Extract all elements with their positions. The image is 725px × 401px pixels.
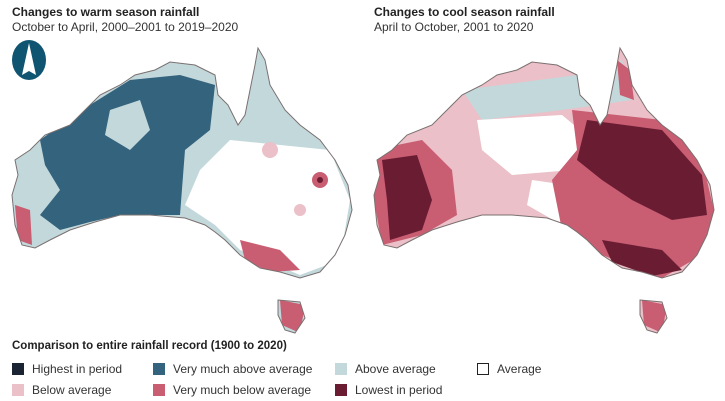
- legend-item-very-much-above: Very much above average: [153, 362, 312, 376]
- legend-title: Comparison to entire rainfall record (19…: [12, 340, 287, 352]
- legend-label: Above average: [355, 362, 436, 376]
- cool-map-title: Changes to cool season rainfall: [374, 5, 555, 19]
- legend-swatch: [335, 384, 347, 396]
- legend-item-average: Average: [477, 362, 541, 376]
- maps-svg: [11, 40, 715, 334]
- legend-item-very-much-below: Very much below average: [153, 383, 311, 397]
- legend-swatch: [153, 363, 165, 375]
- legend-item-highest: Highest in period: [12, 362, 122, 376]
- legend-label: Very much above average: [173, 362, 313, 376]
- legend-label: Lowest in period: [355, 383, 443, 397]
- cool-season-map: [373, 47, 715, 334]
- legend-item-above: Above average: [335, 362, 436, 376]
- warm-season-map: [11, 47, 353, 334]
- legend-swatch: [335, 363, 347, 375]
- legend-label: Very much below average: [173, 383, 312, 397]
- cool-map-subtitle: April to October, 2001 to 2020: [374, 20, 534, 34]
- legend-item-below: Below average: [12, 383, 111, 397]
- legend-swatch: [477, 363, 489, 375]
- legend-item-lowest: Lowest in period: [335, 383, 442, 397]
- warm-map-subtitle: October to April, 2000–2001 to 2019–2020: [12, 20, 239, 34]
- legend-label: Highest in period: [32, 362, 123, 376]
- legend-swatch: [12, 384, 24, 396]
- legend-label: Average: [497, 362, 542, 376]
- north-arrow-icon: [12, 40, 46, 80]
- warm-map-title: Changes to warm season rainfall: [12, 5, 200, 19]
- legend-swatch: [153, 384, 165, 396]
- legend-label: Below average: [32, 383, 112, 397]
- legend-swatch: [12, 363, 24, 375]
